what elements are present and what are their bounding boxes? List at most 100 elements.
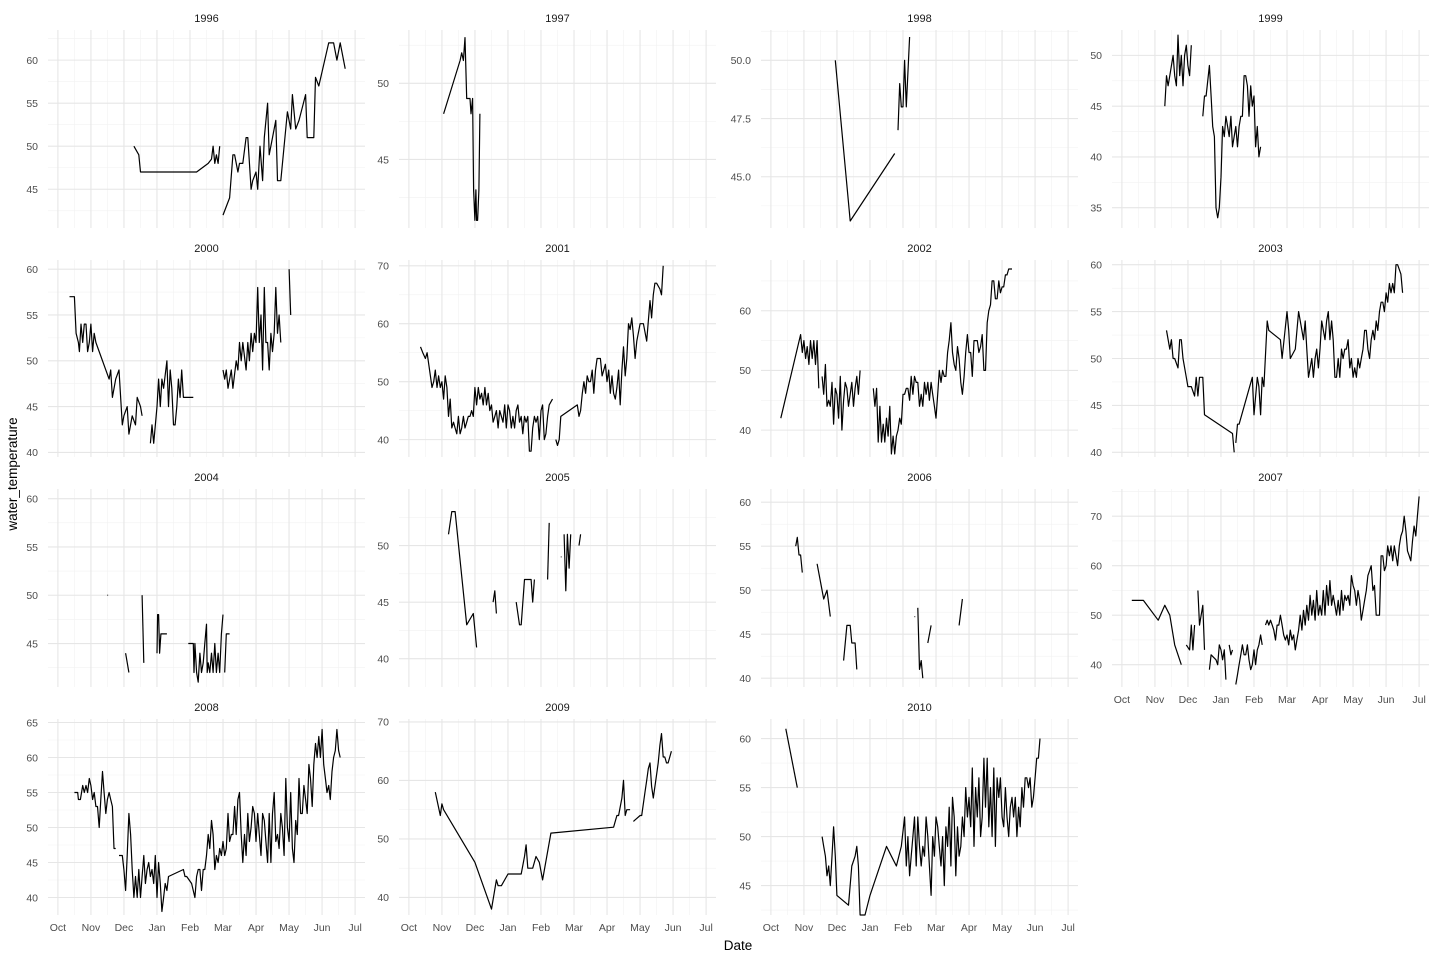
x-axis-title: Date <box>724 938 753 953</box>
x-tick-label: May <box>992 922 1013 934</box>
y-tick-label: 60 <box>26 264 38 276</box>
y-tick-label: 50 <box>26 822 38 834</box>
y-tick-label: 45 <box>26 401 38 413</box>
series-line <box>419 346 554 452</box>
x-tick-label: Jun <box>1378 694 1395 706</box>
y-tick-label: 40 <box>1090 660 1102 672</box>
panel-2002: 2002 40 50 60 <box>739 243 1078 457</box>
panel-title: 2005 <box>545 472 569 484</box>
panel-title: 2001 <box>545 243 569 255</box>
x-tick-label: Apr <box>1312 694 1329 706</box>
panel-title: 2002 <box>907 243 931 255</box>
series-line <box>1235 634 1263 685</box>
x-tick-label: Apr <box>599 922 616 934</box>
panel-title: 2007 <box>1258 472 1282 484</box>
y-tick-label: 50.0 <box>731 55 752 67</box>
y-tick-label: 45 <box>377 597 389 609</box>
series-line <box>443 37 481 221</box>
series-line <box>1228 644 1234 656</box>
x-tick-label: Apr <box>961 922 978 934</box>
series-line <box>1164 34 1192 107</box>
panel-1996: 1996 45 50 55 60 <box>26 13 365 228</box>
y-tick-label: 45 <box>26 184 38 196</box>
x-tick-label: Apr <box>248 922 265 934</box>
chart-panels: 1996 45 50 55 60 1997 45 50 1998 45.0 47.5 50.0 1999… <box>26 13 1429 934</box>
series-line <box>156 614 167 654</box>
series-line <box>1208 644 1227 680</box>
x-tick-label: Oct <box>1114 694 1130 706</box>
x-tick-label: Jan <box>1213 694 1230 706</box>
series-line <box>1197 590 1206 650</box>
y-tick-label: 40 <box>377 654 389 666</box>
series-line <box>288 269 292 316</box>
panel-2010: 2010 45 50 55 60 Oct Nov Dec Jan Feb Mar Apr May Jun J… <box>739 702 1078 934</box>
y-tick-label: 47.5 <box>731 113 752 125</box>
series-line <box>633 733 672 822</box>
x-tick-label: Jan <box>862 922 879 934</box>
series-line <box>1165 330 1235 453</box>
series-line <box>1185 624 1196 651</box>
x-tick-label: Feb <box>181 922 199 934</box>
series-line <box>555 265 664 446</box>
y-tick-label: 40 <box>1090 447 1102 459</box>
panel-title: 1997 <box>545 13 569 25</box>
y-tick-label: 60 <box>26 55 38 67</box>
panel-2008: 2008 40 45 50 55 60 65 Oct Nov Dec Jan Feb Mar Apr May… <box>26 702 365 934</box>
series-line <box>816 563 831 617</box>
panel-title: 2003 <box>1258 243 1282 255</box>
x-tick-label: Jul <box>1061 922 1074 934</box>
series-line <box>224 633 230 673</box>
panel-2001: 2001 40 50 60 70 <box>377 243 716 457</box>
x-tick-label: Dec <box>1179 694 1198 706</box>
y-tick-label: 40 <box>739 425 751 437</box>
series-line <box>69 296 143 435</box>
x-tick-label: Nov <box>1146 694 1165 706</box>
panel-title: 2004 <box>194 472 218 484</box>
x-tick-label: Mar <box>565 922 584 934</box>
panel-title: 1998 <box>907 13 931 25</box>
series-line <box>872 268 1012 455</box>
y-tick-label: 40 <box>26 892 38 904</box>
series-line <box>222 286 282 389</box>
series-line <box>834 60 896 222</box>
x-tick-label: Oct <box>50 922 66 934</box>
series-line <box>917 607 924 679</box>
y-tick-label: 45.0 <box>731 172 752 184</box>
y-tick-label: 70 <box>1090 511 1102 523</box>
y-tick-label: 35 <box>1090 202 1102 214</box>
y-tick-label: 60 <box>1090 561 1102 573</box>
panel-1998: 1998 45.0 47.5 50.0 <box>731 13 1078 228</box>
x-tick-label: May <box>630 922 651 934</box>
x-tick-label: Dec <box>828 922 847 934</box>
series-line <box>74 770 116 850</box>
y-tick-label: 70 <box>377 717 389 729</box>
series-line <box>785 728 798 788</box>
y-tick-label: 45 <box>26 638 38 650</box>
x-tick-label: Mar <box>927 922 946 934</box>
y-tick-label: 40 <box>377 434 389 446</box>
y-tick-label: 60 <box>739 497 751 509</box>
y-tick-label: 55 <box>26 542 38 554</box>
panel-1997: 1997 45 50 <box>377 13 716 228</box>
x-tick-label: Jul <box>1412 694 1425 706</box>
series-line <box>133 145 221 173</box>
panel-title: 2006 <box>907 472 931 484</box>
x-tick-label: Jun <box>314 922 331 934</box>
y-tick-label: 40 <box>1090 152 1102 164</box>
y-tick-label: 55 <box>739 541 751 553</box>
series-line <box>821 738 1041 916</box>
y-tick-label: 40 <box>26 447 38 459</box>
x-tick-label: Jun <box>1027 922 1044 934</box>
panel-title: 2008 <box>194 702 218 714</box>
series-line <box>119 728 341 913</box>
x-tick-label: Mar <box>214 922 233 934</box>
x-tick-label: Jul <box>348 922 361 934</box>
x-tick-label: Feb <box>1245 694 1263 706</box>
x-tick-label: Jul <box>699 922 712 934</box>
y-tick-label: 55 <box>26 787 38 799</box>
y-tick-label: 45 <box>26 857 38 869</box>
y-tick-label: 50 <box>1090 50 1102 62</box>
series-line <box>578 534 582 546</box>
y-tick-label: 50 <box>26 141 38 153</box>
